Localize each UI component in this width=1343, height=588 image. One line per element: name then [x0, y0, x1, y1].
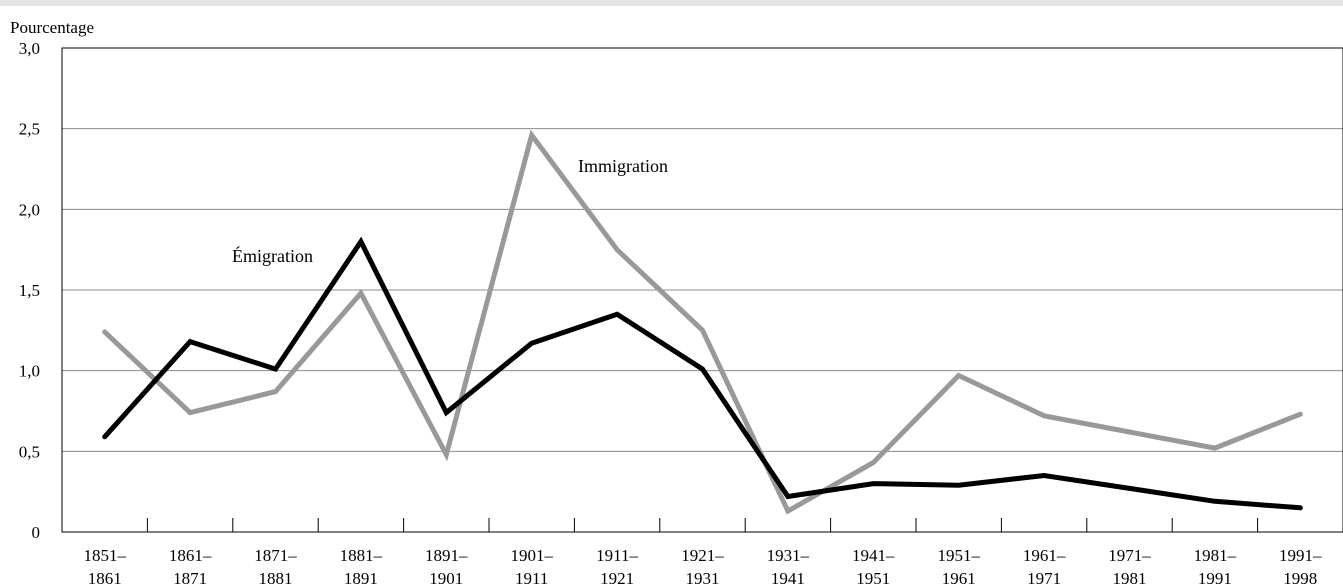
- x-tick-label: 1998: [1283, 569, 1317, 588]
- y-tick-label: 0: [32, 523, 41, 542]
- y-tick-label: 1,0: [19, 362, 40, 381]
- grid: [62, 128, 1343, 452]
- series-line-emigration: [102, 236, 1303, 511]
- x-tick-label: 1971: [1027, 569, 1061, 588]
- x-tick-label: 1881–: [340, 546, 383, 565]
- x-axis: 1851– 1861 1861– 1871 1871– 1881 1881– 1891 1891…: [83, 518, 1322, 588]
- x-tick-label: 1901–: [510, 546, 553, 565]
- y-tick-label: 2,5: [19, 120, 40, 139]
- x-tick-label: 1941: [771, 569, 805, 588]
- x-tick-label: 1981–: [1194, 546, 1237, 565]
- y-axis: 0 0,5 1,0 1,5 2,0 2,5 3,0: [19, 39, 40, 542]
- x-tick-label: 1931: [686, 569, 720, 588]
- series-line-immigration: [102, 129, 1303, 515]
- x-tick-label: 1991: [1198, 569, 1232, 588]
- x-tick-label: 1891–: [425, 546, 468, 565]
- y-axis-label: Pourcentage: [10, 18, 94, 37]
- x-tick-label: 1951–: [937, 546, 980, 565]
- x-tick-label: 1921: [600, 569, 634, 588]
- x-tick-label: 1891: [344, 569, 378, 588]
- x-tick-label: 1961–: [1023, 546, 1066, 565]
- x-tick-label: 1941–: [852, 546, 895, 565]
- x-tick-label: 1901: [429, 569, 463, 588]
- y-tick-label: 1,5: [19, 281, 40, 300]
- series-group: [102, 129, 1303, 515]
- x-tick-label: 1981: [1113, 569, 1147, 588]
- x-tick-label: 1961: [942, 569, 976, 588]
- top-border: [0, 0, 1343, 6]
- x-tick-label: 1871: [173, 569, 207, 588]
- x-tick-label: 1991–: [1279, 546, 1322, 565]
- series-label-emigration: Émigration: [232, 245, 313, 266]
- x-tick-label: 1851–: [83, 546, 126, 565]
- x-tick-label: 1871–: [254, 546, 297, 565]
- x-tick-label: 1861–: [169, 546, 212, 565]
- x-tick-label: 1951: [856, 569, 890, 588]
- x-tick-label: 1861: [88, 569, 122, 588]
- x-tick-label: 1931–: [767, 546, 810, 565]
- x-tick-label: 1971–: [1108, 546, 1151, 565]
- y-tick-label: 2,0: [19, 200, 40, 219]
- y-tick-label: 0,5: [19, 442, 40, 461]
- x-tick-label: 1881: [259, 569, 293, 588]
- x-tick-label: 1921–: [681, 546, 724, 565]
- x-tick-label: 1911: [515, 569, 548, 588]
- series-label-immigration: Immigration: [578, 156, 668, 176]
- plot-frame: [61, 47, 1343, 533]
- y-tick-label: 3,0: [19, 39, 40, 58]
- x-tick-label: 1911–: [596, 546, 638, 565]
